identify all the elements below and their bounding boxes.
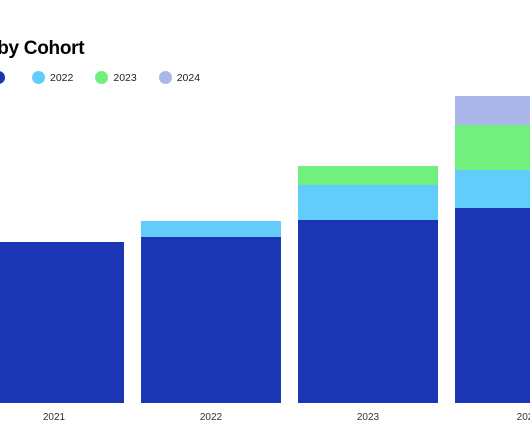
legend-item-4: 2024 [158,71,201,84]
x-tick-label: 202 [517,412,530,423]
legend-swatch [158,71,172,84]
legend-item-2: 2022 [32,71,73,84]
bar-202-series-4 [455,96,530,125]
legend-item-1 [0,71,10,84]
chart-legend: 2022 2023 2024 [0,71,222,84]
bar-2023-series-2 [298,185,438,220]
legend-item-3: 2023 [95,71,137,84]
chart-title: e by Cohort [0,38,85,59]
legend-swatch [32,71,45,84]
x-tick-label: 2022 [200,412,223,423]
bar-202-series-1 [455,208,530,403]
bar-2022-series-2 [141,221,281,237]
bar-2021-series-1 [0,242,124,403]
bar-group [0,96,530,403]
x-axis-ticks: 2021 2022 2023 202 [43,412,530,423]
bar-202-series-3 [455,125,530,170]
legend-label: 2024 [176,71,201,84]
bar-2023-series-1 [298,220,438,403]
bar-202-series-2 [455,170,530,208]
legend-swatch [95,71,109,84]
bar-2022-series-1 [141,237,281,403]
x-tick-label: 2021 [43,412,66,423]
legend-label: 2022 [50,71,74,84]
legend-label: 2023 [113,71,137,84]
bar-2023-series-3 [298,166,438,185]
legend-swatch [0,71,5,84]
x-tick-label: 2023 [357,412,380,423]
